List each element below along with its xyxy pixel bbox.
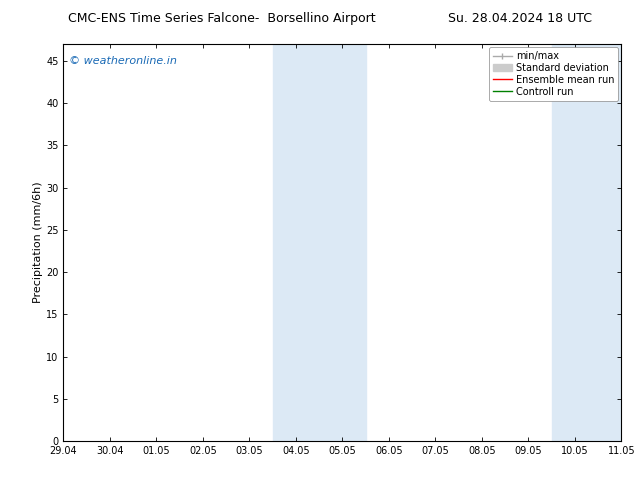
Legend: min/max, Standard deviation, Ensemble mean run, Controll run: min/max, Standard deviation, Ensemble me…: [489, 47, 618, 100]
Text: © weatheronline.in: © weatheronline.in: [69, 56, 177, 66]
Text: CMC-ENS Time Series Falcone-  Borsellino Airport: CMC-ENS Time Series Falcone- Borsellino …: [68, 12, 376, 25]
Bar: [552, 44, 634, 441]
Y-axis label: Precipitation (mm/6h): Precipitation (mm/6h): [33, 182, 43, 303]
Bar: [273, 44, 366, 441]
Text: Su. 28.04.2024 18 UTC: Su. 28.04.2024 18 UTC: [448, 12, 592, 25]
